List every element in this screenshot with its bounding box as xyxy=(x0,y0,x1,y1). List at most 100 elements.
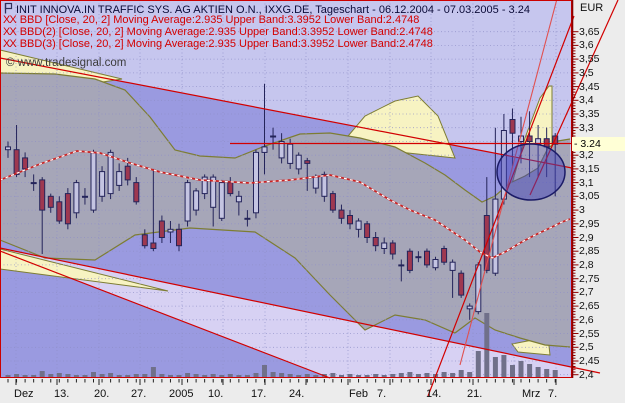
volume-bar xyxy=(236,375,242,377)
candle-down xyxy=(389,242,396,255)
candle-down xyxy=(227,182,234,195)
volume-bar xyxy=(510,365,515,377)
legend-row-1[interactable]: XX BBD [Close, 20, 2] Moving Average:2.93… xyxy=(3,14,419,26)
legend-row-2[interactable]: XX BBD(2) [Close, 20, 2] Moving Average:2… xyxy=(3,26,433,38)
candle-down xyxy=(141,234,148,247)
y-axis-label: 3,05 xyxy=(579,190,600,203)
volume-bar xyxy=(82,375,88,377)
candle-up xyxy=(73,182,80,214)
flag-icon xyxy=(4,2,13,17)
y-axis-label: 3,35 xyxy=(579,108,600,120)
candle-down xyxy=(364,223,371,239)
volume-bar xyxy=(108,373,114,377)
volume-bar xyxy=(219,375,225,377)
trendline-downtrend-major[interactable] xyxy=(0,57,573,169)
y-axis-label: 3 xyxy=(579,204,585,217)
y-axis-label: 2,75 xyxy=(579,272,600,285)
candle-up xyxy=(90,151,97,211)
x-axis-label: 24. xyxy=(289,388,305,400)
volume-bar xyxy=(150,367,156,377)
candle-up xyxy=(235,195,242,203)
candle-up xyxy=(287,143,294,164)
candle-up xyxy=(82,195,88,198)
y-axis-label: 3,45 xyxy=(579,80,600,93)
volume-bar xyxy=(535,367,541,377)
candle-down xyxy=(406,250,413,271)
volume-bar xyxy=(142,374,148,377)
x-axis-label: 21. xyxy=(467,388,483,400)
legend-text: BBD(3) [Close, 20, 2] Moving Average:2.9… xyxy=(19,38,433,50)
volume-bar xyxy=(185,373,191,377)
y-axis-label: 2,85 xyxy=(579,245,600,258)
volume-bar xyxy=(253,373,259,377)
candle-down xyxy=(347,215,353,225)
candle-up xyxy=(244,217,251,220)
trendline-fan-lower[interactable] xyxy=(0,247,601,374)
volume-bar xyxy=(415,374,421,377)
candle-up xyxy=(261,146,268,153)
y-axis-label: 3,4 xyxy=(579,94,594,107)
indicator-toggle-icon[interactable]: XX xyxy=(3,14,17,26)
candle-up xyxy=(321,173,328,197)
candle-up xyxy=(415,256,422,259)
y-axis-label: 2,6 xyxy=(579,313,594,326)
volume-bar xyxy=(262,365,267,377)
trendline-fan-steep[interactable] xyxy=(0,250,331,379)
watermark: © www.tradesignal.com xyxy=(6,57,127,69)
candle-up xyxy=(449,261,456,271)
trend-fan-fill xyxy=(0,248,572,378)
candle-down xyxy=(441,248,448,263)
volume-bar xyxy=(527,364,533,377)
candle-up xyxy=(30,182,37,185)
chart-title-bar: INIT INNOVA.IN TRAFFIC SYS. AG AKTIEN O.… xyxy=(4,2,530,17)
currency-label: EUR xyxy=(580,2,604,14)
chart-title: INIT INNOVA.IN TRAFFIC SYS. AG AKTIEN O.… xyxy=(16,3,530,16)
volume-bar xyxy=(492,357,498,377)
volume-bar xyxy=(484,313,490,377)
candle-up xyxy=(355,220,362,230)
volume-bar xyxy=(398,373,404,377)
y-axis-label: 2,95 xyxy=(579,217,600,230)
volume-bar xyxy=(133,374,139,377)
volume-bar xyxy=(48,374,54,377)
y-axis-label: 3,2 xyxy=(579,149,594,162)
volume-bar xyxy=(14,374,20,377)
x-axis-label: 2005 xyxy=(169,388,194,400)
volume-bar xyxy=(244,375,250,377)
volume-bar xyxy=(364,375,370,377)
trendline-uptrend-1[interactable] xyxy=(427,15,575,397)
y-axis-label: 3,3 xyxy=(579,121,594,134)
legend-row-3[interactable]: XX BBD(3) [Close, 20, 2] Moving Average:2… xyxy=(3,38,433,50)
y-axis-label: 2,65 xyxy=(579,300,600,313)
candle-down xyxy=(509,119,516,134)
indicator-toggle-icon[interactable]: XX xyxy=(3,38,17,50)
ellipse-annotation[interactable] xyxy=(496,143,566,201)
volume-bar xyxy=(125,375,131,377)
volume-bar xyxy=(407,372,413,377)
volume-bars xyxy=(5,313,558,377)
candle-up xyxy=(278,141,285,159)
volume-bar xyxy=(91,372,96,377)
candle-down xyxy=(176,228,182,247)
time-axis-ticks xyxy=(7,379,557,385)
x-axis-label: Mrz xyxy=(522,388,541,400)
volume-bar xyxy=(424,373,430,377)
candle-up xyxy=(5,146,11,151)
x-axis-label: 17. xyxy=(251,388,267,400)
x-axis-label: 20. xyxy=(94,388,110,400)
candle-down xyxy=(329,193,336,211)
candle-down xyxy=(338,209,345,219)
volume-bar xyxy=(296,375,302,377)
volume-bar xyxy=(552,370,558,377)
volume-bar xyxy=(458,370,464,377)
y-axis-label: 3,15 xyxy=(579,162,600,175)
candle-up xyxy=(184,182,191,222)
indicator-toggle-icon[interactable]: XX xyxy=(3,26,17,38)
volume-bar xyxy=(227,374,233,377)
volume-bar xyxy=(210,374,216,377)
candle-up xyxy=(270,135,277,138)
candle-up xyxy=(116,171,123,186)
volume-bar xyxy=(56,373,62,377)
